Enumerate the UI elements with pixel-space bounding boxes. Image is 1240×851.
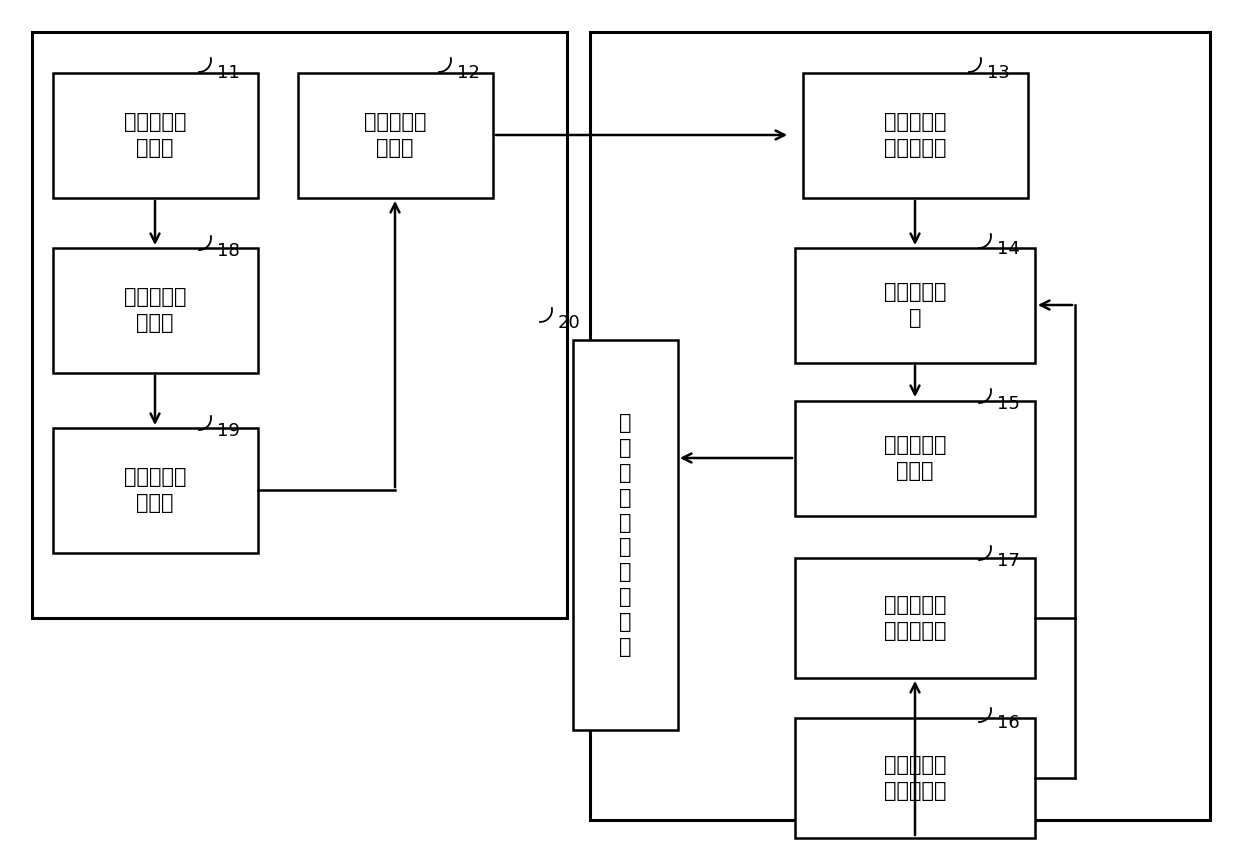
Text: 17: 17 xyxy=(997,552,1019,570)
Text: 无线数据采
集模块: 无线数据采 集模块 xyxy=(124,111,186,158)
Text: 无线数据发
送模块: 无线数据发 送模块 xyxy=(363,111,427,158)
Text: 报警动作执
行模块: 报警动作执 行模块 xyxy=(884,435,946,481)
Bar xyxy=(590,32,1210,820)
Bar xyxy=(795,558,1035,678)
Bar xyxy=(802,72,1028,197)
Text: 11: 11 xyxy=(217,64,239,82)
Text: 第一参数转
换模块: 第一参数转 换模块 xyxy=(124,287,186,334)
Bar xyxy=(795,401,1035,516)
Bar xyxy=(298,72,492,197)
Text: 比较判断模
块: 比较判断模 块 xyxy=(884,282,946,328)
Text: 安全状态模
型生成模块: 安全状态模 型生成模块 xyxy=(884,595,946,641)
Bar xyxy=(52,248,258,373)
Bar xyxy=(32,32,567,618)
Text: 第二参数转
换模块: 第二参数转 换模块 xyxy=(124,467,186,513)
Bar xyxy=(52,72,258,197)
Text: 纠
正
动
作
信
息
输
出
模
块: 纠 正 动 作 信 息 输 出 模 块 xyxy=(619,414,631,657)
Bar xyxy=(795,248,1035,363)
Text: 20: 20 xyxy=(558,314,580,332)
Bar xyxy=(795,718,1035,838)
Text: 安全设计参
数录入模块: 安全设计参 数录入模块 xyxy=(884,755,946,801)
Text: 14: 14 xyxy=(997,240,1019,258)
Bar xyxy=(573,340,677,730)
Text: 16: 16 xyxy=(997,714,1019,732)
Text: 无线数据量
化处理模块: 无线数据量 化处理模块 xyxy=(884,111,946,158)
Text: 13: 13 xyxy=(987,64,1009,82)
Text: 12: 12 xyxy=(458,64,480,82)
Text: 15: 15 xyxy=(997,395,1019,413)
Bar xyxy=(52,427,258,552)
Text: 19: 19 xyxy=(217,422,239,440)
Text: 18: 18 xyxy=(217,242,239,260)
